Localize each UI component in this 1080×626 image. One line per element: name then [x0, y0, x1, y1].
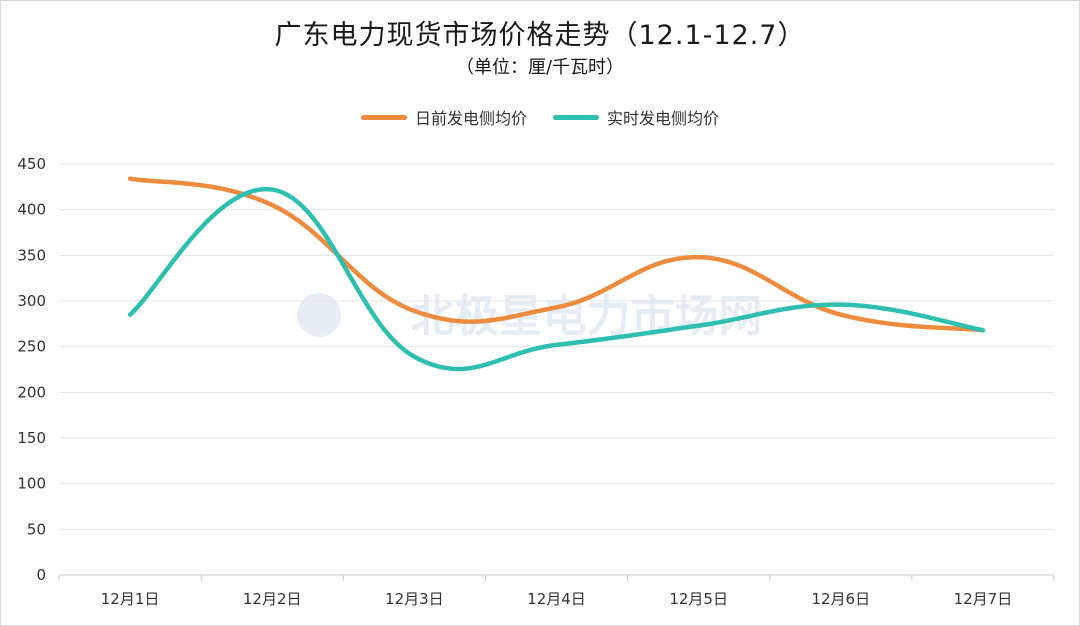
y-tick-label: 0 — [36, 566, 46, 584]
y-tick-label: 200 — [17, 383, 46, 401]
x-tick-label: 12月6日 — [811, 590, 870, 608]
y-tick-label: 450 — [17, 155, 46, 173]
y-tick-label: 400 — [17, 201, 46, 219]
y-tick-label: 100 — [17, 475, 46, 493]
x-tick-label: 12月4日 — [527, 590, 586, 608]
series-line-real-time — [127, 187, 986, 372]
legend-label-real-time: 实时发电侧均价 — [607, 109, 720, 128]
y-tick-label: 50 — [27, 520, 46, 538]
chart-title: 广东电力现货市场价格走势（12.1-12.7） — [274, 20, 806, 51]
y-tick-label: 350 — [17, 246, 46, 264]
legend-item-real-time[interactable]: 实时发电侧均价 — [553, 105, 719, 129]
x-tick-label: 12月2日 — [243, 590, 302, 608]
y-tick-label: 150 — [17, 429, 46, 447]
y-tick-label: 300 — [17, 292, 46, 310]
x-tick-label: 12月7日 — [954, 590, 1013, 608]
legend-swatch-real-time — [553, 114, 599, 120]
series-line-day-ahead — [127, 176, 986, 333]
legend-label-day-ahead: 日前发电侧均价 — [414, 109, 527, 128]
watermark-logo-icon — [297, 293, 341, 337]
chart-subtitle: （单位：厘/千瓦时） — [455, 57, 625, 78]
x-tick-label: 12月3日 — [385, 590, 444, 608]
x-tick-label: 12月5日 — [669, 590, 728, 608]
legend-item-day-ahead[interactable]: 日前发电侧均价 — [360, 105, 527, 129]
chart-legend: 日前发电侧均价 实时发电侧均价 — [1, 105, 1079, 129]
legend-swatch-day-ahead — [360, 114, 407, 120]
y-tick-label: 250 — [17, 338, 46, 356]
x-tick-label: 12月1日 — [101, 590, 160, 608]
